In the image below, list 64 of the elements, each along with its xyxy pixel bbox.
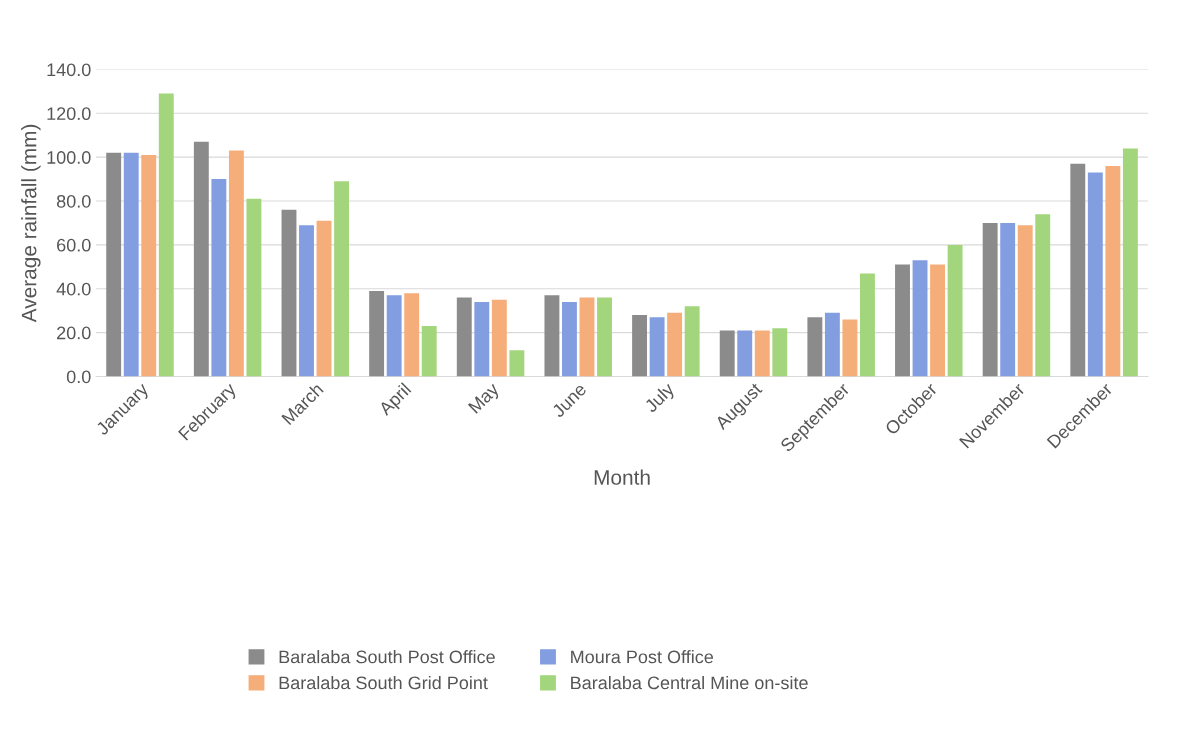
bar bbox=[930, 264, 946, 377]
bar bbox=[842, 319, 858, 377]
y-axis-title: Average rainfall (mm) bbox=[21, 124, 41, 323]
legend-label: Baralaba South Grid Point bbox=[279, 675, 488, 690]
x-tick-label: July bbox=[643, 381, 678, 416]
bar bbox=[299, 225, 314, 377]
bar bbox=[1122, 148, 1138, 377]
bar bbox=[456, 297, 472, 377]
bar bbox=[509, 350, 525, 377]
y-tick-label: 100.0 bbox=[47, 151, 91, 164]
bar bbox=[1000, 222, 1016, 377]
bar bbox=[597, 297, 612, 377]
bar bbox=[719, 330, 735, 377]
bar bbox=[491, 299, 507, 377]
bar bbox=[281, 209, 297, 377]
y-tick-label: 140.0 bbox=[47, 63, 91, 77]
bar bbox=[106, 152, 122, 377]
bar bbox=[211, 179, 227, 377]
bar bbox=[158, 93, 174, 377]
bar bbox=[369, 290, 385, 377]
bar bbox=[912, 260, 928, 377]
bar bbox=[1087, 172, 1103, 377]
bar bbox=[474, 301, 490, 377]
bar bbox=[632, 315, 648, 377]
bar bbox=[404, 293, 420, 377]
bar bbox=[737, 330, 753, 377]
bar bbox=[123, 152, 139, 377]
bar bbox=[649, 317, 665, 377]
bar bbox=[684, 306, 700, 377]
bar bbox=[947, 244, 963, 377]
bar bbox=[982, 222, 998, 377]
bar bbox=[193, 141, 209, 377]
bar bbox=[1035, 214, 1051, 377]
y-tick-label: 0.0 bbox=[66, 370, 91, 384]
legend-label: Baralaba South Post Office bbox=[279, 650, 495, 664]
bar bbox=[895, 264, 910, 377]
bar bbox=[1017, 225, 1033, 377]
bar bbox=[228, 150, 244, 377]
x-axis-title: Month bbox=[594, 469, 650, 485]
bar bbox=[1070, 163, 1086, 377]
bar bbox=[807, 317, 823, 377]
bar bbox=[579, 297, 595, 377]
y-tick-label: 40.0 bbox=[56, 282, 91, 296]
bar bbox=[386, 295, 402, 377]
bar bbox=[562, 301, 577, 377]
legend-label: Baralaba Central Mine on-site bbox=[571, 675, 808, 690]
x-tick-label: May bbox=[467, 381, 503, 417]
bar bbox=[316, 220, 332, 377]
bar bbox=[421, 326, 437, 377]
y-tick-label: 60.0 bbox=[57, 238, 91, 252]
y-tick-label: 20.0 bbox=[57, 326, 91, 340]
bar bbox=[824, 312, 840, 377]
bar bbox=[772, 328, 788, 377]
bar bbox=[859, 273, 875, 377]
bar bbox=[544, 295, 560, 377]
bar bbox=[754, 330, 770, 377]
bar bbox=[334, 181, 350, 377]
bar bbox=[1105, 165, 1121, 377]
bar bbox=[667, 312, 683, 377]
y-tick-label: 80.0 bbox=[56, 194, 91, 208]
bar bbox=[246, 198, 262, 377]
legend-label: Moura Post Office bbox=[571, 650, 714, 664]
bar bbox=[141, 154, 157, 377]
y-tick-label: 120.0 bbox=[47, 107, 91, 121]
